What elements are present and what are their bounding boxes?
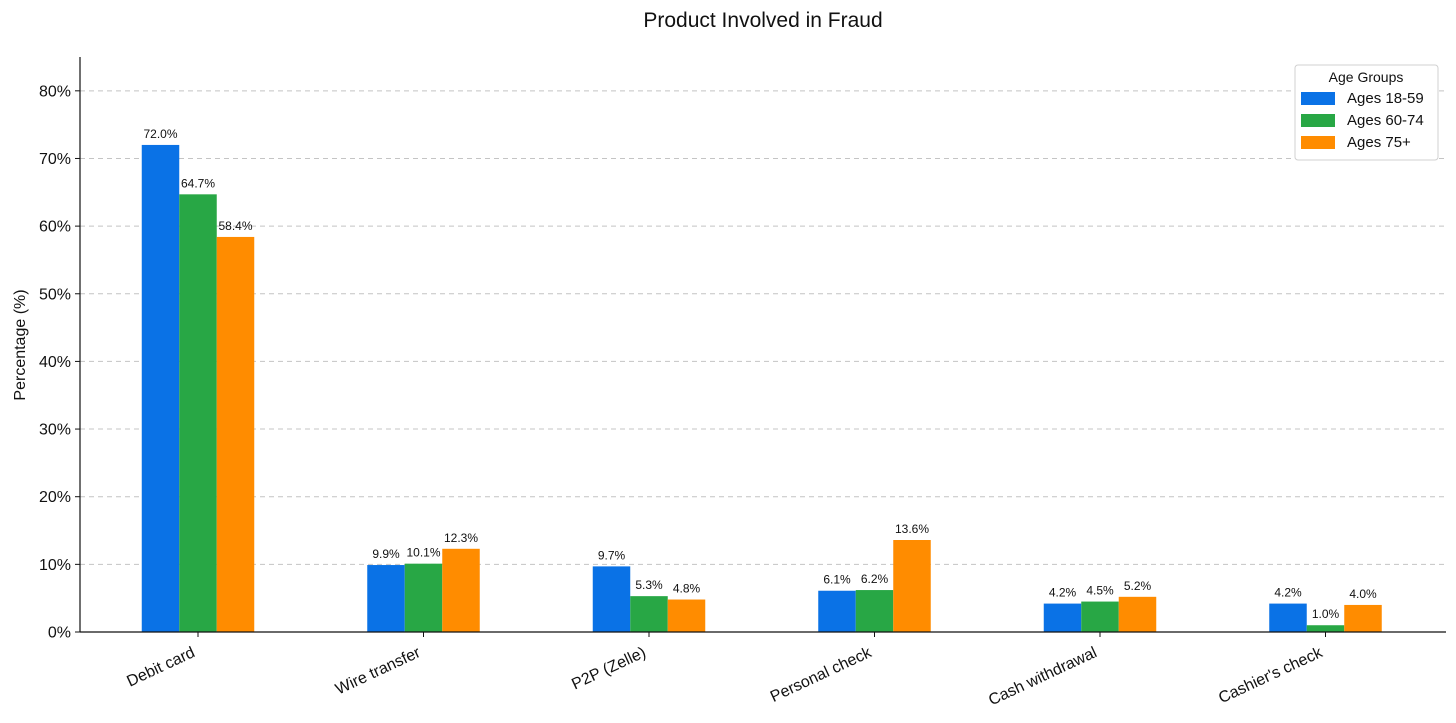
bar xyxy=(592,566,631,632)
bar-value-label: 4.2% xyxy=(1274,586,1302,600)
bar xyxy=(667,599,706,632)
y-tick-label: 40% xyxy=(39,354,71,371)
x-tick-label: Debit card xyxy=(124,644,197,690)
bar xyxy=(1118,596,1157,632)
bar-value-label: 6.2% xyxy=(861,572,889,586)
y-tick-label: 30% xyxy=(39,422,71,439)
legend-swatch xyxy=(1301,114,1335,127)
gridlines xyxy=(80,90,1446,565)
bar xyxy=(1344,604,1382,632)
bar-value-label: 12.3% xyxy=(444,531,478,545)
bar xyxy=(1043,603,1082,632)
legend: Age Groups Ages 18-59 Ages 60-74 Ages 75+ xyxy=(1294,64,1439,161)
y-tick-label: 80% xyxy=(39,83,71,100)
bar-value-label: 5.2% xyxy=(1124,579,1152,593)
bar-value-label: 13.6% xyxy=(895,522,929,536)
y-tick-label: 50% xyxy=(39,286,71,303)
bar xyxy=(1269,603,1307,632)
x-tick-label: Personal check xyxy=(768,644,875,706)
bar-value-label: 4.2% xyxy=(1049,586,1077,600)
legend-entry-label: Ages 18-59 xyxy=(1347,90,1424,107)
chart-title: Product Involved in Fraud xyxy=(643,9,882,32)
bar-value-label: 64.7% xyxy=(181,176,215,190)
bar-value-label: 4.0% xyxy=(1349,587,1377,601)
bar-value-label: 4.8% xyxy=(673,582,701,596)
bar-value-label: 5.3% xyxy=(635,578,663,592)
bar xyxy=(855,590,894,632)
bar xyxy=(1306,625,1345,632)
bars xyxy=(141,144,1382,633)
x-tick-label: Cash withdrawal xyxy=(986,644,1100,709)
bar-value-label: 58.4% xyxy=(218,219,252,233)
y-tick-label: 20% xyxy=(39,489,71,506)
legend-swatch xyxy=(1301,136,1335,149)
bar xyxy=(818,590,856,632)
y-tick-label: 10% xyxy=(39,557,71,574)
y-tick-labels: 0% 10% 20% 30% 40% 50% 60% 70% 80% xyxy=(39,83,80,642)
bar xyxy=(1081,601,1119,632)
bar xyxy=(893,540,931,632)
bar xyxy=(442,548,480,632)
x-tick-labels: Debit card Wire transfer P2P (Zelle) Person… xyxy=(124,632,1326,709)
x-tick-label: Cashier's check xyxy=(1216,644,1326,707)
bar xyxy=(179,194,217,632)
legend-entry-label: Ages 60-74 xyxy=(1347,112,1424,129)
legend-swatch xyxy=(1301,92,1335,105)
bar xyxy=(404,563,443,632)
bar xyxy=(141,144,180,633)
bar-value-label: 4.5% xyxy=(1086,584,1114,598)
y-tick-label: 60% xyxy=(39,219,71,236)
bar xyxy=(630,596,668,632)
x-tick-label: Wire transfer xyxy=(333,644,424,698)
bar-value-label: 6.1% xyxy=(823,573,851,587)
bar-value-label: 9.7% xyxy=(598,548,626,562)
bar-value-label: 72.0% xyxy=(143,127,177,141)
bar xyxy=(367,565,405,632)
y-tick-label: 0% xyxy=(48,625,71,642)
legend-entry-label: Ages 75+ xyxy=(1347,134,1411,151)
y-axis-label: Percentage (%) xyxy=(12,289,29,400)
y-tick-label: 70% xyxy=(39,151,71,168)
legend-title: Age Groups xyxy=(1329,69,1404,85)
bar xyxy=(216,236,255,633)
bar-value-label: 10.1% xyxy=(406,546,440,560)
bar-value-label: 9.9% xyxy=(372,547,400,561)
bar-value-label: 1.0% xyxy=(1312,607,1340,621)
x-tick-label: P2P (Zelle) xyxy=(569,644,648,693)
data-labels: 72.0% 64.7% 58.4% 9.9% 10.1% 12.3% 9.7% 5.3% 4.8… xyxy=(143,127,1377,621)
